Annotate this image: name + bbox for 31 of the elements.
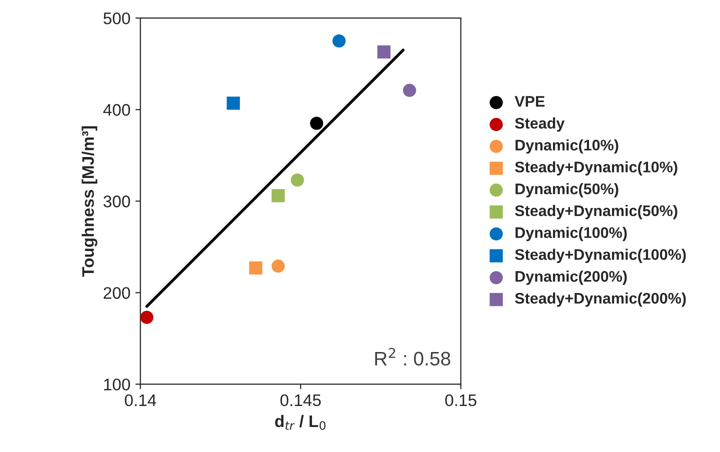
legend-label: Steady+Dynamic(50%) [515,204,678,220]
point [226,96,240,110]
y-tick-label: 400 [103,104,130,116]
y-tick-label: 200 [104,287,130,299]
point [377,45,390,59]
x-tick-label: 0.145 [280,394,321,406]
legend-label: Dynamic(100%) [516,226,627,242]
point [332,34,346,48]
legend-label: Steady+Dynamic(10%) [515,161,678,176]
legend-label: Dynamic(50%) [516,183,618,198]
point [140,310,154,324]
point [290,174,304,187]
legend-label: VPE [514,96,545,107]
point [310,116,324,130]
legend-label: Steady+Dynamic(100%) [515,248,686,263]
y-axis-title: Toughness [MJ/m³] [82,126,98,277]
legend-label: Dynamic(10%) [516,139,618,154]
legend-label: Steady+Dynamic(200%) [515,292,686,307]
point [272,189,285,202]
point [272,260,285,273]
y-tick-label: 100 [104,378,130,390]
point [402,84,416,97]
y-tick-label: 300 [104,196,130,208]
point [249,261,262,275]
x-axis-title: d$_{tr}$ / L$_{0}$ [275,414,326,430]
annotation: R$^{2}$ : 0.58 [375,348,450,366]
legend-label: Steady [515,117,565,132]
x-tick-label: 0.14 [124,394,156,406]
y-tick-label: 500 [104,12,130,24]
legend-label: Dynamic(200%) [516,270,627,285]
x-tick-label: 0.15 [445,394,476,406]
